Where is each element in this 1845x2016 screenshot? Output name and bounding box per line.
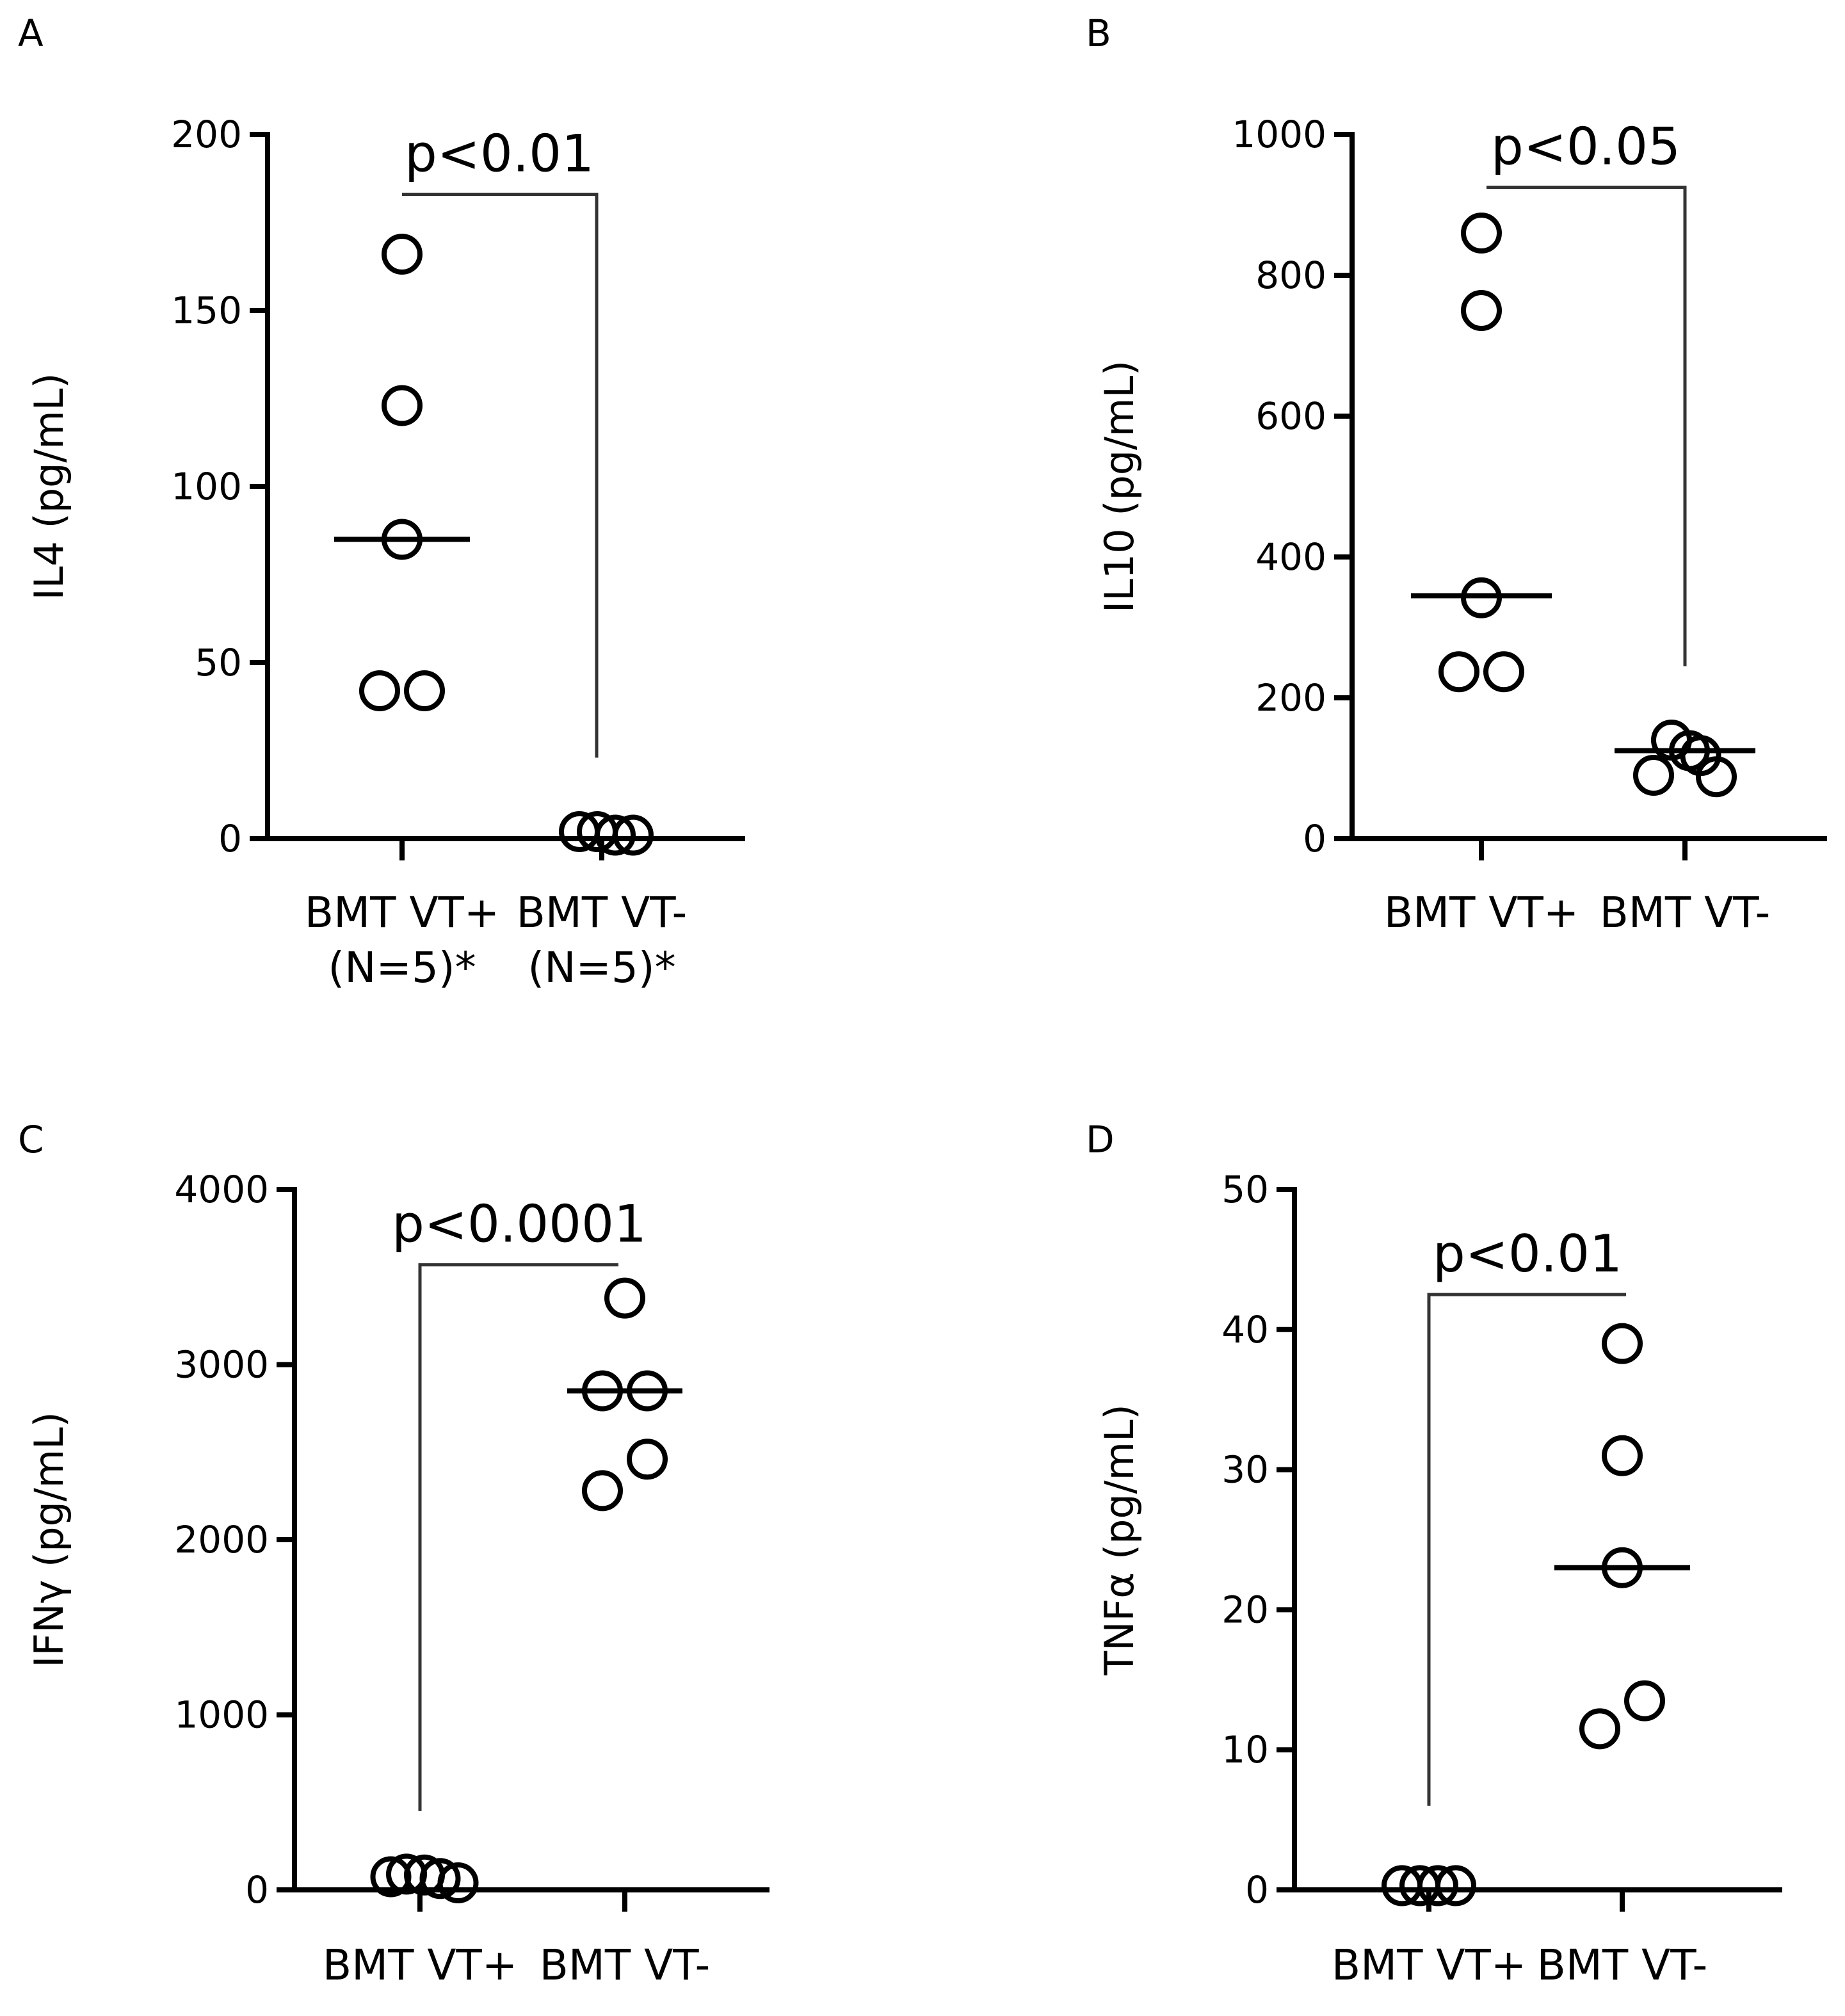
y-axis-label: IL4 (pg/mL) [26,373,72,601]
data-point [604,1277,645,1319]
x-category-label: BMT VT+ [305,888,499,937]
y-tick-label: 200 [1255,676,1326,720]
data-point [1435,1865,1476,1907]
x-category-label: BMT VT- [1600,888,1771,937]
data-point [1696,756,1737,798]
significance-bracket [1486,186,1687,666]
data-point [1602,1435,1643,1476]
x-category-label: BMT VT- [517,888,688,937]
y-tick-label: 800 [1255,254,1326,297]
significance-bracket [402,193,599,758]
x-category-label: BMT VT+ [323,1940,517,1990]
data-point [359,670,400,711]
data-point [1461,290,1502,331]
y-tick-label: 20 [1221,1588,1269,1631]
y-axis-label: IL10 (pg/mL) [1096,360,1143,613]
data-point [419,1858,461,1899]
p-value-label: p<0.05 [1491,117,1680,177]
data-point [404,670,445,711]
y-tick-label: 400 [1255,535,1326,579]
y-tick-label: 100 [171,465,242,508]
data-point [382,385,423,426]
y-axis-label: IFNγ (pg/mL) [26,1412,72,1668]
y-tick-label: 30 [1221,1448,1269,1492]
y-tick-label: 40 [1221,1308,1269,1351]
data-point [437,1862,479,1904]
y-tick-label: 1000 [174,1693,269,1737]
data-point [627,1439,668,1480]
significance-bracket [1427,1293,1626,1806]
y-tick-label: 2000 [174,1518,269,1561]
data-point [1417,1865,1458,1907]
x-category-label: BMT VT+ [1332,1940,1526,1990]
y-tick-label: 50 [1221,1168,1269,1211]
y-tick-label: 4000 [174,1168,269,1211]
y-tick-label: 150 [171,289,242,332]
p-value-label: p<0.0001 [392,1195,647,1254]
y-tick-label: 3000 [174,1343,269,1387]
panel-d: D 0 10 20 30 40 50 BMT VT+ BMT VT- TNFα (pg/mL) p<… [1086,1118,1782,1990]
panel-b: B 0 200 400 600 800 1000 BMT VT+ BMT VT- IL10 (pg… [1086,12,1827,937]
y-tick-label: 0 [1245,1868,1269,1912]
data-point [582,1470,623,1512]
y-tick-label: 50 [195,641,242,684]
panel-letter: D [1086,1118,1115,1161]
p-value-label: p<0.01 [1433,1224,1622,1284]
panel-a: A 0 50 100 150 200 BMT VT+ (N=5)* BMT VT- (N=5)* I… [18,12,745,992]
data-point [1602,1323,1643,1364]
y-tick-label: 1000 [1232,113,1326,156]
data-point [1579,1708,1620,1750]
x-category-label: (N=5)* [328,943,476,992]
data-point [1461,213,1502,254]
data-point [1483,651,1524,693]
y-tick-label: 600 [1255,394,1326,438]
x-category-label: (N=5)* [528,943,675,992]
x-category-label: BMT VT- [1537,1940,1708,1990]
x-category-label: BMT VT- [540,1940,711,1990]
data-point [382,234,423,275]
panel-c: C 0 1000 2000 3000 4000 BMT VT+ BMT VT- IFNγ (pg… [18,1118,769,1990]
x-category-label: BMT VT+ [1384,888,1579,937]
p-value-label: p<0.01 [405,124,594,184]
panel-letter: C [18,1118,44,1161]
y-tick-label: 10 [1221,1728,1269,1771]
data-point [613,814,654,856]
data-point [1438,651,1479,693]
data-point [1624,1680,1665,1722]
panel-letter: A [18,12,44,55]
y-axis-label: TNFα (pg/mL) [1096,1404,1143,1675]
significance-bracket [418,1263,618,1811]
y-tick-label: 0 [218,817,242,860]
y-tick-label: 0 [245,1868,269,1912]
panel-letter: B [1086,12,1111,55]
data-point [595,814,636,856]
y-tick-label: 0 [1303,817,1326,860]
data-point [1633,755,1674,796]
y-tick-label: 200 [171,113,242,156]
